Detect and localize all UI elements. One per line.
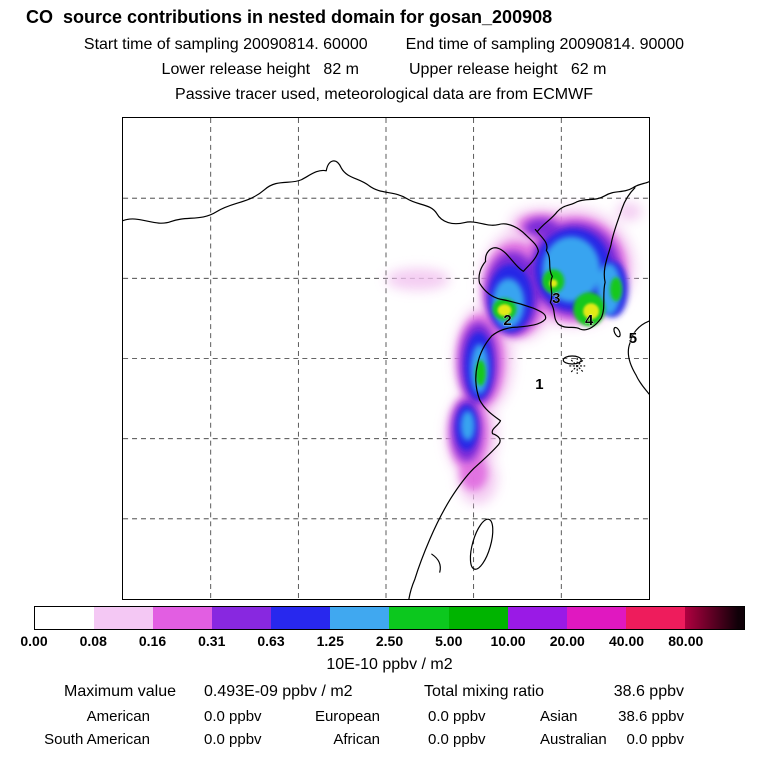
region-asian-value: 38.6 ppbv (618, 708, 684, 725)
lower-release-text: Lower release height 82 m (161, 61, 359, 78)
coastlines (123, 160, 649, 599)
river-line (431, 553, 441, 573)
region-african-label: African (333, 731, 380, 748)
colorbar-segment (625, 607, 685, 629)
site-label-3: 3 (552, 290, 560, 307)
colorbar-segments (35, 607, 744, 629)
max-value-text: 0.493E-09 ppbv / m2 (204, 683, 353, 700)
colorbar-segment (271, 607, 331, 629)
jeju-island (562, 355, 582, 365)
colorbar-segment (94, 607, 154, 629)
region-american-value: 0.0 ppbv (204, 708, 262, 725)
colorbar (34, 606, 745, 630)
sampling-time-line: Start time of sampling 20090814. 60000 E… (0, 36, 768, 54)
colorbar-units: 10E-10 ppbv / m2 (326, 656, 453, 673)
colorbar-tick-label: 2.50 (375, 633, 404, 649)
total-mixing-label: Total mixing ratio (424, 683, 545, 700)
region-australian-label: Australian (540, 731, 607, 748)
release-height-line: Lower release height 82 m Upper release … (0, 61, 768, 79)
site-label-4: 4 (585, 312, 594, 329)
colorbar-segment (684, 607, 744, 629)
colorbar-tick-label: 0.31 (198, 633, 226, 649)
tracer-info-line: Passive tracer used, meteorological data… (0, 86, 768, 104)
tracer-text: Passive tracer used, meteorological data… (175, 86, 593, 103)
station-marker-icon (569, 358, 586, 374)
taiwan-island (469, 518, 494, 570)
region-european-label: European (314, 708, 380, 725)
site-label-5: 5 (629, 330, 637, 347)
region-american-label: American (86, 708, 150, 725)
colorbar-tick-label: 0.63 (257, 633, 285, 649)
colorbar-segment (389, 607, 449, 629)
colorbar-tick-label: 20.00 (549, 633, 585, 649)
northeast-border-line (536, 181, 649, 233)
total-mixing-value: 38.6 ppbv (613, 683, 684, 700)
region-asian-label: Asian (540, 708, 578, 725)
colorbar-tick-label: 1.25 (316, 633, 344, 649)
colorbar-tick-label: 10.00 (490, 633, 526, 649)
region-south-american-value: 0.0 ppbv (204, 731, 262, 748)
colorbar-labels: 0.00 0.08 0.16 0.31 0.63 1.25 2.50 5.00 10.00 20.… (20, 633, 745, 650)
colorbar-segment (330, 607, 390, 629)
colorbar-tick-label: 5.00 (435, 633, 463, 649)
northern-border-line (123, 160, 527, 236)
colorbar-tick-label: 0.16 (138, 633, 167, 649)
site-label-1: 1 (535, 376, 543, 393)
figure-title: CO source contributions in nested domain… (26, 7, 553, 27)
site-labels: 1 2 3 4 5 (503, 290, 637, 393)
plume-layer-yellow (497, 279, 600, 320)
colorbar-segment (566, 607, 626, 629)
upper-release-text: Upper release height 62 m (409, 61, 607, 78)
colorbar-segment (507, 607, 567, 629)
start-time-text: Start time of sampling 20090814. 60000 (83, 36, 368, 53)
colorbar-tick-label: 0.00 (20, 633, 48, 649)
graticule-gridlines (123, 118, 649, 599)
map-panel: 1 2 3 4 5 (122, 117, 650, 600)
colorbar-segment (153, 607, 213, 629)
korea-coastline (534, 187, 636, 331)
china-coastline (408, 233, 547, 599)
site-label-2: 2 (503, 312, 511, 329)
colorbar-segment (212, 607, 272, 629)
tsushima-island (613, 326, 621, 338)
kyushu-coastline (627, 320, 649, 395)
end-time-text: End time of sampling 20090814. 90000 (405, 36, 685, 53)
colorbar-segment (35, 607, 95, 629)
concentration-map: 1 2 3 4 5 (123, 118, 649, 599)
region-african-value: 0.0 ppbv (428, 731, 486, 748)
max-value-label: Maximum value (64, 683, 177, 700)
colorbar-segment (448, 607, 508, 629)
region-south-american-label: South American (44, 731, 150, 748)
region-australian-value: 0.0 ppbv (626, 731, 684, 748)
colorbar-tick-label: 40.00 (608, 633, 645, 649)
colorbar-tick-label: 80.00 (668, 633, 704, 649)
region-european-value: 0.0 ppbv (428, 708, 486, 725)
colorbar-tick-label: 0.08 (79, 633, 107, 649)
